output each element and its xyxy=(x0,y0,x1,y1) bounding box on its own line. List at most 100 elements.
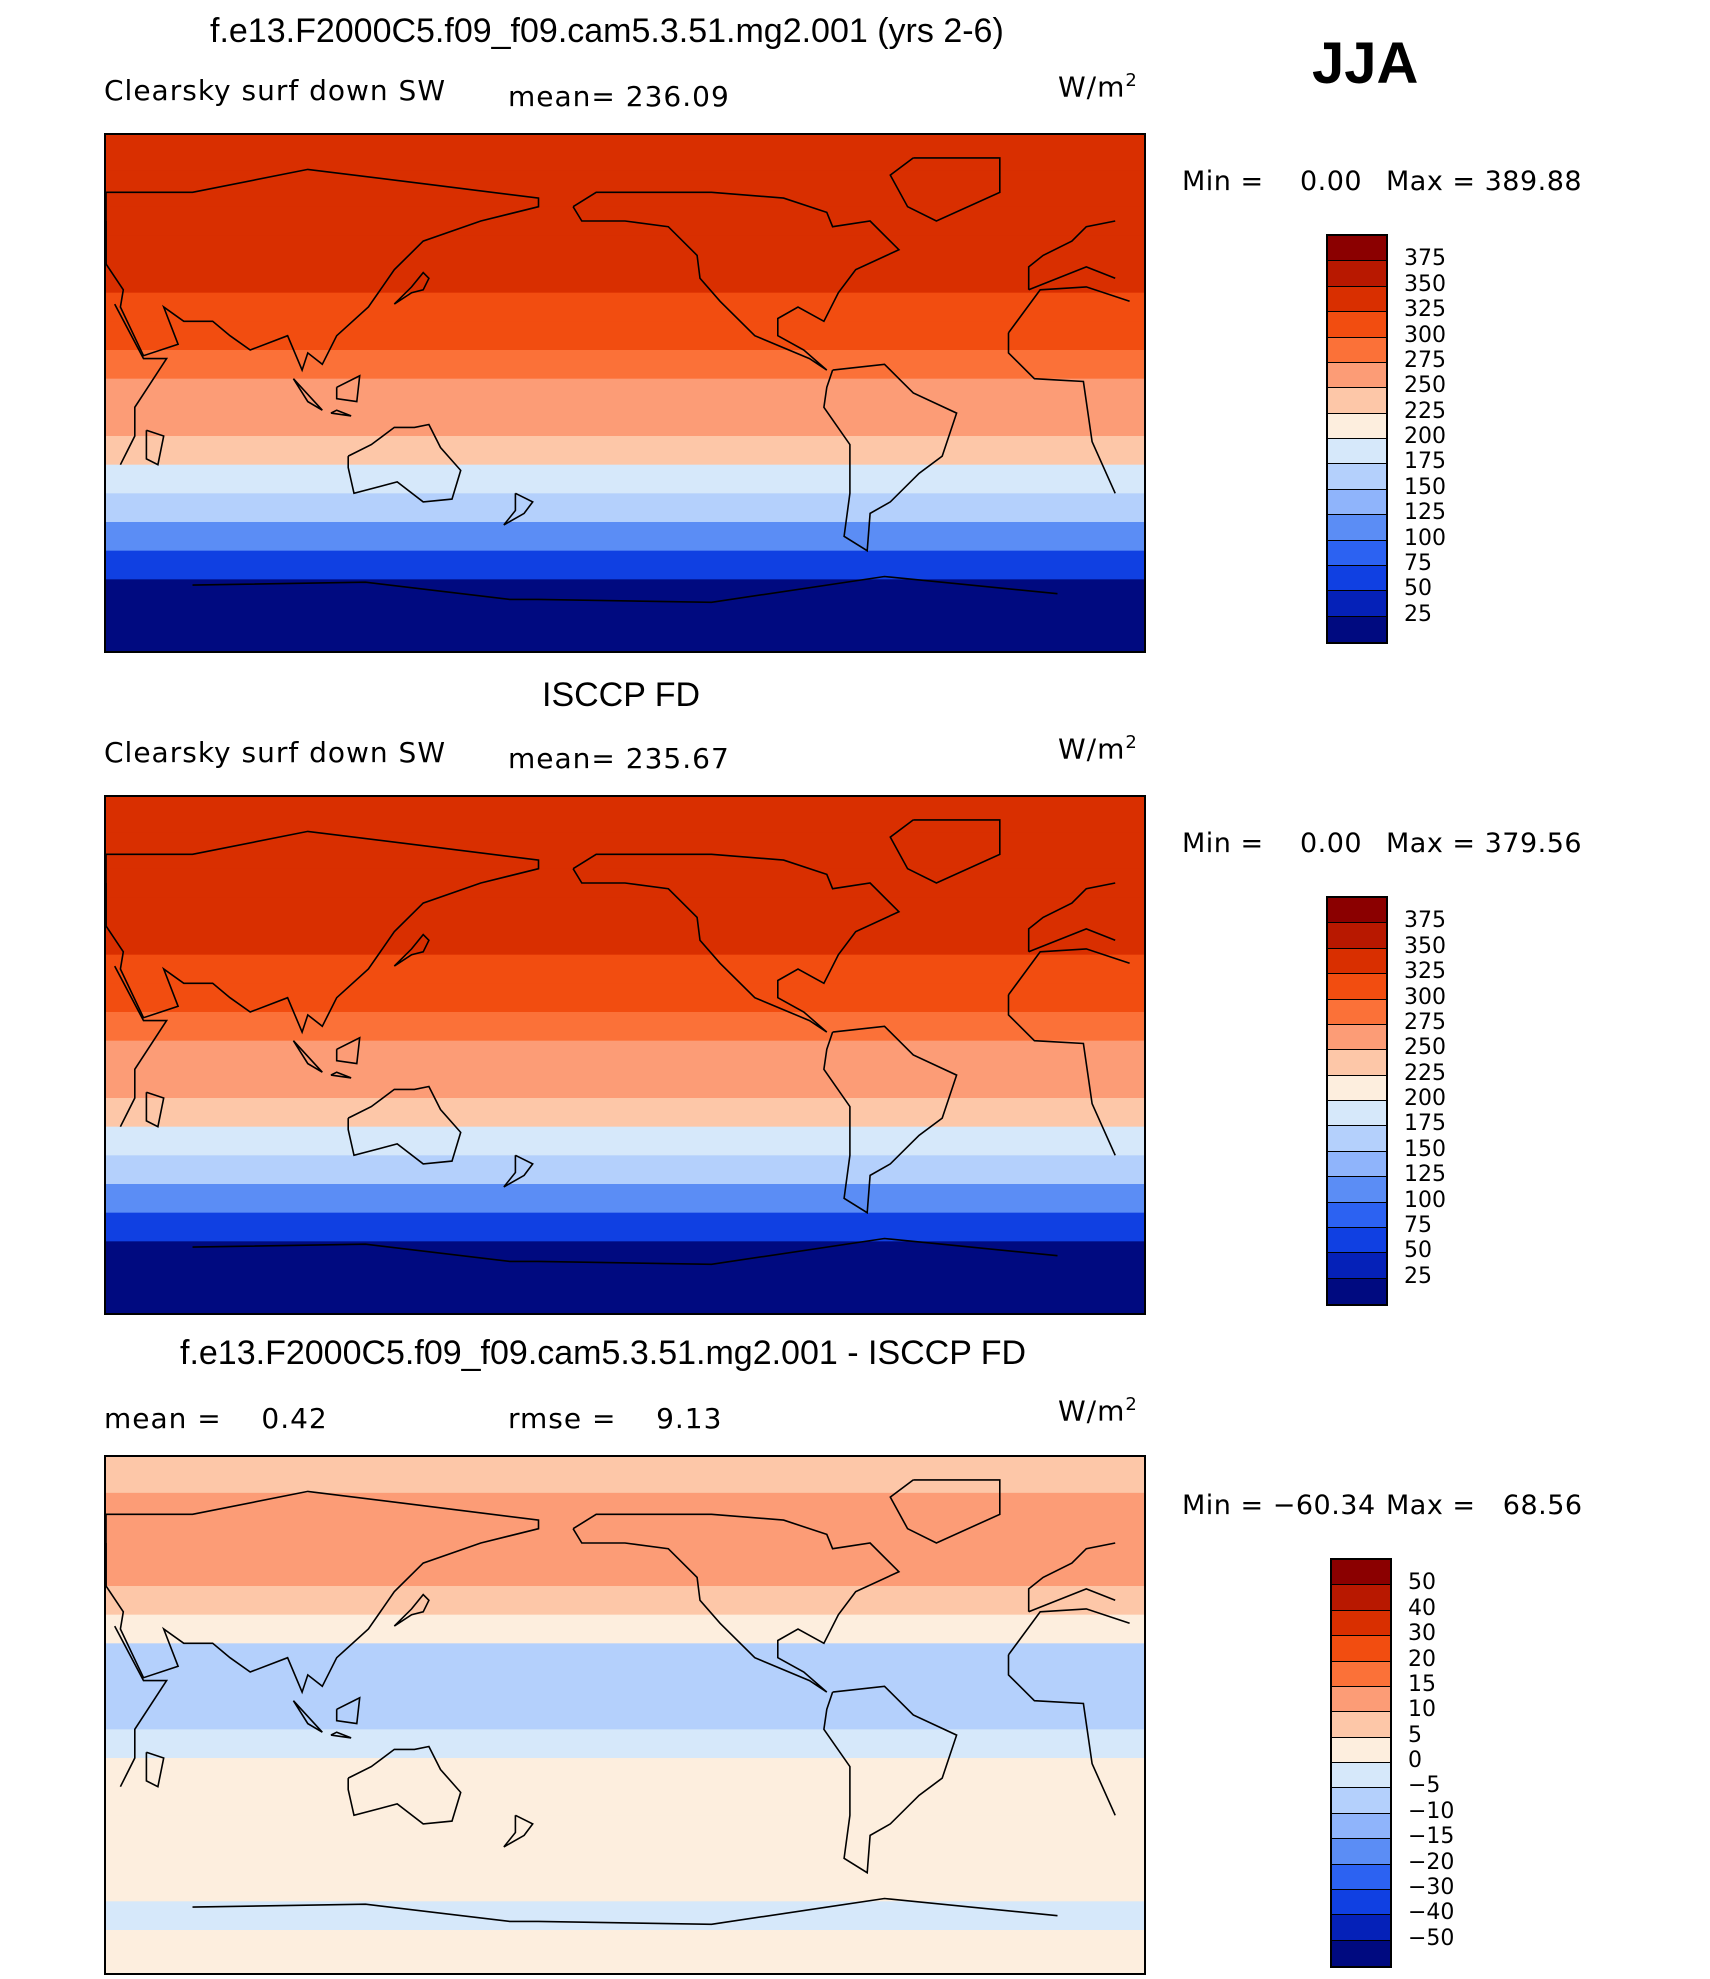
colorbar-tick-label: 75 xyxy=(1404,1212,1432,1238)
coastline xyxy=(145,429,165,466)
coastline xyxy=(538,575,1058,604)
coastline xyxy=(106,830,540,1035)
lat-band xyxy=(106,407,1144,437)
coastline xyxy=(889,1479,1001,1544)
colorbar-tick-label: 25 xyxy=(1404,601,1432,627)
panel3-map xyxy=(104,1455,1146,1975)
coastline xyxy=(106,168,540,373)
lat-band xyxy=(106,1126,1144,1156)
coastline xyxy=(330,1731,352,1739)
colorbar-swatch xyxy=(1328,1202,1386,1228)
colorbar-tick-label: 300 xyxy=(1404,322,1446,348)
colorbar-tick-label: 125 xyxy=(1404,1162,1446,1188)
coastline xyxy=(1028,928,1116,953)
colorbar-tick-label: 15 xyxy=(1408,1671,1436,1697)
coastline xyxy=(335,374,361,403)
coastline xyxy=(572,853,901,1033)
lat-band xyxy=(106,1700,1144,1730)
coastline xyxy=(1027,220,1116,290)
colorbar-tick-label: 375 xyxy=(1404,246,1446,272)
colorbar-swatch xyxy=(1328,898,1386,924)
lat-band xyxy=(106,608,1144,651)
colorbar-swatch xyxy=(1332,1610,1390,1637)
coastline xyxy=(335,1696,361,1725)
colorbar-swatch xyxy=(1328,1278,1386,1304)
panel1-units: W/m2 xyxy=(1058,70,1138,104)
colorbar-tick-label: 175 xyxy=(1404,1111,1446,1137)
panel3-map-svg xyxy=(106,1457,1144,1973)
lat-band xyxy=(106,1844,1144,1874)
colorbar-swatch xyxy=(1328,1024,1386,1051)
colorbar-swatch xyxy=(1328,1101,1386,1127)
lat-band xyxy=(106,1643,1144,1673)
lat-band xyxy=(106,522,1144,552)
lat-band xyxy=(106,1212,1144,1242)
colorbar-swatch xyxy=(1332,1839,1390,1865)
colorbar-swatch xyxy=(1332,1560,1390,1586)
coastline xyxy=(503,492,534,526)
lat-band xyxy=(106,1069,1144,1099)
lat-band xyxy=(106,954,1144,984)
colorbar-tick-label: 25 xyxy=(1404,1263,1432,1289)
lat-band xyxy=(106,983,1144,1013)
coastline xyxy=(393,271,430,305)
coastline xyxy=(347,1745,462,1825)
coastline xyxy=(538,1897,1058,1926)
colorbar-tick-label: 100 xyxy=(1404,525,1446,551)
colorbar-tick-label: 75 xyxy=(1404,550,1432,576)
colorbar-swatch xyxy=(1332,1712,1390,1738)
colorbar-tick-label: 50 xyxy=(1408,1570,1436,1596)
panel1-mean: mean= 236.09 xyxy=(508,80,730,113)
colorbar-tick-label: 10 xyxy=(1408,1697,1436,1723)
coastline xyxy=(335,1036,361,1065)
colorbar-swatch xyxy=(1328,1075,1386,1101)
coastline xyxy=(823,1025,958,1215)
colorbar-swatch xyxy=(1328,565,1386,592)
panel3-title: f.e13.F2000C5.f09_f09.cam5.3.51.mg2.001 … xyxy=(180,1334,1027,1372)
colorbar-swatch xyxy=(1328,974,1386,1000)
coastline xyxy=(393,1593,430,1627)
panel3-colorbar xyxy=(1330,1558,1392,1968)
colorbar-swatch xyxy=(1332,1763,1390,1789)
coastline xyxy=(1028,266,1116,291)
lat-band xyxy=(106,1270,1144,1313)
coastline xyxy=(1027,1542,1116,1612)
lat-band xyxy=(106,321,1144,351)
colorbar-tick-label: 200 xyxy=(1404,1086,1446,1111)
lat-band xyxy=(106,1184,1144,1214)
colorbar-swatch xyxy=(1332,1636,1390,1662)
colorbar-swatch xyxy=(1328,337,1386,363)
colorbar-swatch xyxy=(1328,1253,1386,1279)
colorbar-swatch xyxy=(1328,388,1386,414)
colorbar-swatch xyxy=(1328,1126,1386,1152)
panel1-colorbar xyxy=(1326,234,1388,644)
coastline xyxy=(1007,1608,1130,1656)
colorbar-swatch xyxy=(1332,1915,1390,1941)
colorbar-tick-label: 275 xyxy=(1404,347,1446,373)
colorbar-swatch xyxy=(1332,1940,1390,1966)
colorbar-swatch xyxy=(1328,999,1386,1025)
coastline xyxy=(1007,948,1130,996)
colorbar-swatch xyxy=(1328,515,1386,541)
coastline xyxy=(1028,1588,1116,1613)
panel2-colorbar xyxy=(1326,896,1388,1306)
colorbar-swatch xyxy=(1332,1686,1390,1713)
colorbar-tick-label: 225 xyxy=(1404,1060,1446,1086)
colorbar-tick-label: 175 xyxy=(1404,449,1446,475)
colorbar-swatch xyxy=(1328,923,1386,949)
lat-band xyxy=(106,170,1144,208)
colorbar-swatch xyxy=(1332,1788,1390,1814)
colorbar-swatch xyxy=(1328,439,1386,465)
lat-band xyxy=(106,1012,1144,1042)
panel2-units: W/m2 xyxy=(1058,732,1138,766)
coastline xyxy=(113,303,169,466)
colorbar-tick-label: 275 xyxy=(1404,1009,1446,1035)
lat-band xyxy=(106,1614,1144,1644)
panel2-min: Min = 0.00 xyxy=(1182,828,1363,859)
panel2-variable: Clearsky surf down SW xyxy=(104,736,447,769)
coastline xyxy=(572,1513,901,1693)
colorbar-swatch xyxy=(1328,489,1386,516)
colorbar-tick-label: −15 xyxy=(1408,1824,1455,1850)
colorbar-swatch xyxy=(1328,1177,1386,1203)
colorbar-tick-label: 325 xyxy=(1404,959,1446,985)
